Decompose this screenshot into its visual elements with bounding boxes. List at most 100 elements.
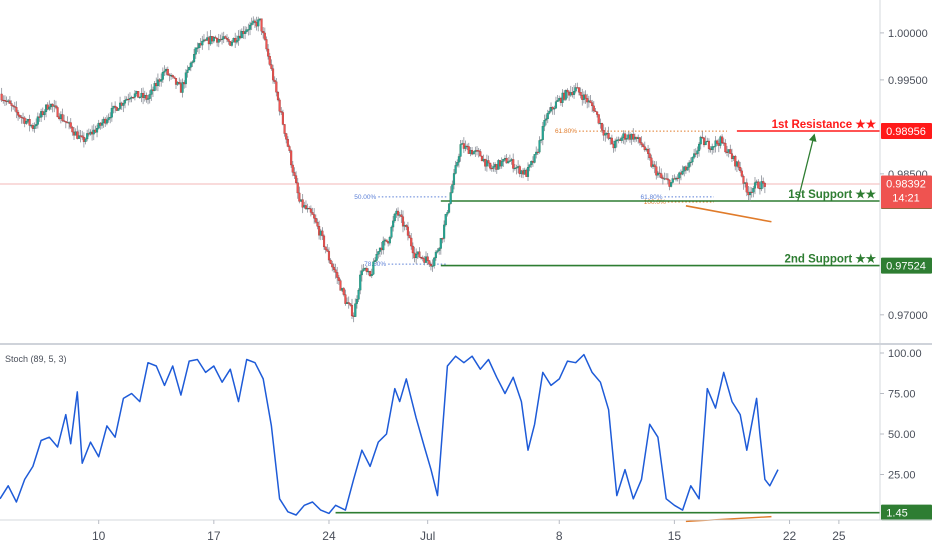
candle-body xyxy=(716,140,719,144)
fib-label: 100.0% xyxy=(644,199,666,206)
candle-body xyxy=(548,110,551,114)
candle-body xyxy=(146,98,150,100)
candle-body xyxy=(225,38,229,40)
candle-body xyxy=(597,114,600,124)
candle-body xyxy=(666,178,669,181)
candle-body xyxy=(699,136,702,145)
candle-body xyxy=(739,166,742,172)
candle-body xyxy=(344,294,347,304)
candle-body xyxy=(566,89,569,93)
candle-body xyxy=(712,146,715,148)
candle-body xyxy=(415,253,418,259)
candle-body xyxy=(285,133,288,140)
candle-body xyxy=(23,117,26,124)
candle-body xyxy=(577,87,581,93)
candle-body xyxy=(436,250,439,253)
candle-body xyxy=(370,274,373,277)
candle-body xyxy=(564,89,567,100)
candle-body xyxy=(607,133,610,139)
fib-label: 50.00% xyxy=(354,194,376,201)
candle-body xyxy=(554,101,558,109)
candle-body xyxy=(543,120,546,127)
candle-body xyxy=(321,230,324,237)
candle-body xyxy=(438,248,441,251)
divergence-line xyxy=(685,205,772,223)
candle-body xyxy=(454,165,457,174)
candle-body xyxy=(95,128,99,133)
candle-body xyxy=(691,157,694,163)
candle-body xyxy=(288,146,291,151)
candle-body xyxy=(362,268,365,271)
candle-body xyxy=(275,81,278,93)
candle-body xyxy=(270,64,273,69)
candle-body xyxy=(658,172,661,174)
candle-body xyxy=(327,251,331,261)
candle-body xyxy=(553,107,556,110)
candle-body xyxy=(350,305,354,317)
candle-body xyxy=(247,29,250,31)
price-tick-label: 0.97000 xyxy=(888,310,928,322)
candle-body xyxy=(505,158,508,164)
candle-body xyxy=(513,167,516,170)
candle-body xyxy=(273,79,276,82)
candle-body xyxy=(614,140,617,149)
candle-body xyxy=(268,56,271,65)
candle-body xyxy=(18,115,21,118)
candle-body xyxy=(161,72,164,80)
candle-body xyxy=(276,92,280,101)
candle-body xyxy=(314,218,317,223)
level-label: 2nd Support ★★ xyxy=(784,253,876,266)
candle-body xyxy=(653,164,656,167)
candle-body xyxy=(533,154,536,163)
candle-body xyxy=(724,142,727,153)
price-annotations xyxy=(685,133,817,223)
candle-body xyxy=(35,124,38,127)
candle-body xyxy=(753,182,757,189)
candle-body xyxy=(760,181,763,190)
candle-body xyxy=(191,61,194,64)
candle-body xyxy=(526,167,530,177)
fib-label: 78.60% xyxy=(364,261,386,268)
level-label: 1st Resistance ★★ xyxy=(772,118,877,131)
candle-body xyxy=(286,139,289,147)
candle-body xyxy=(308,208,311,210)
candle-body xyxy=(434,251,437,259)
candle-body xyxy=(227,39,230,42)
oscillator-series xyxy=(0,353,779,516)
candle-body xyxy=(304,205,307,209)
candle-body xyxy=(671,178,674,183)
candle-body xyxy=(545,118,548,121)
fib-label: 61.80% xyxy=(555,128,577,135)
candle-body xyxy=(372,261,375,275)
candle-body xyxy=(426,256,429,261)
candle-body xyxy=(625,138,628,140)
candle-body xyxy=(166,69,169,75)
current-price-tag-text: 14:21 xyxy=(892,192,920,204)
candle-body xyxy=(248,24,252,30)
candle-body xyxy=(181,82,184,93)
candle-body xyxy=(128,98,131,100)
candle-body xyxy=(763,182,766,187)
candle-body xyxy=(20,116,23,118)
candle-body xyxy=(410,237,413,247)
candle-body xyxy=(689,161,692,163)
oscillator-annotations xyxy=(685,515,772,523)
candle-body xyxy=(81,135,84,138)
candle-body xyxy=(556,100,559,102)
candle-body xyxy=(230,41,233,46)
candle-body xyxy=(502,159,505,162)
candle-body xyxy=(451,184,454,193)
candle-body xyxy=(681,170,684,175)
candle-body xyxy=(584,94,587,99)
candle-body xyxy=(133,93,136,98)
candle-body xyxy=(309,208,312,213)
candle-body xyxy=(480,155,483,162)
candle-body xyxy=(342,288,345,295)
candle-body xyxy=(105,119,108,124)
candle-body xyxy=(138,96,141,99)
candle-body xyxy=(171,75,174,77)
candle-body xyxy=(431,265,434,267)
candle-body xyxy=(10,103,13,106)
oscillator-title: Stoch (89, 5, 3) xyxy=(5,354,67,364)
